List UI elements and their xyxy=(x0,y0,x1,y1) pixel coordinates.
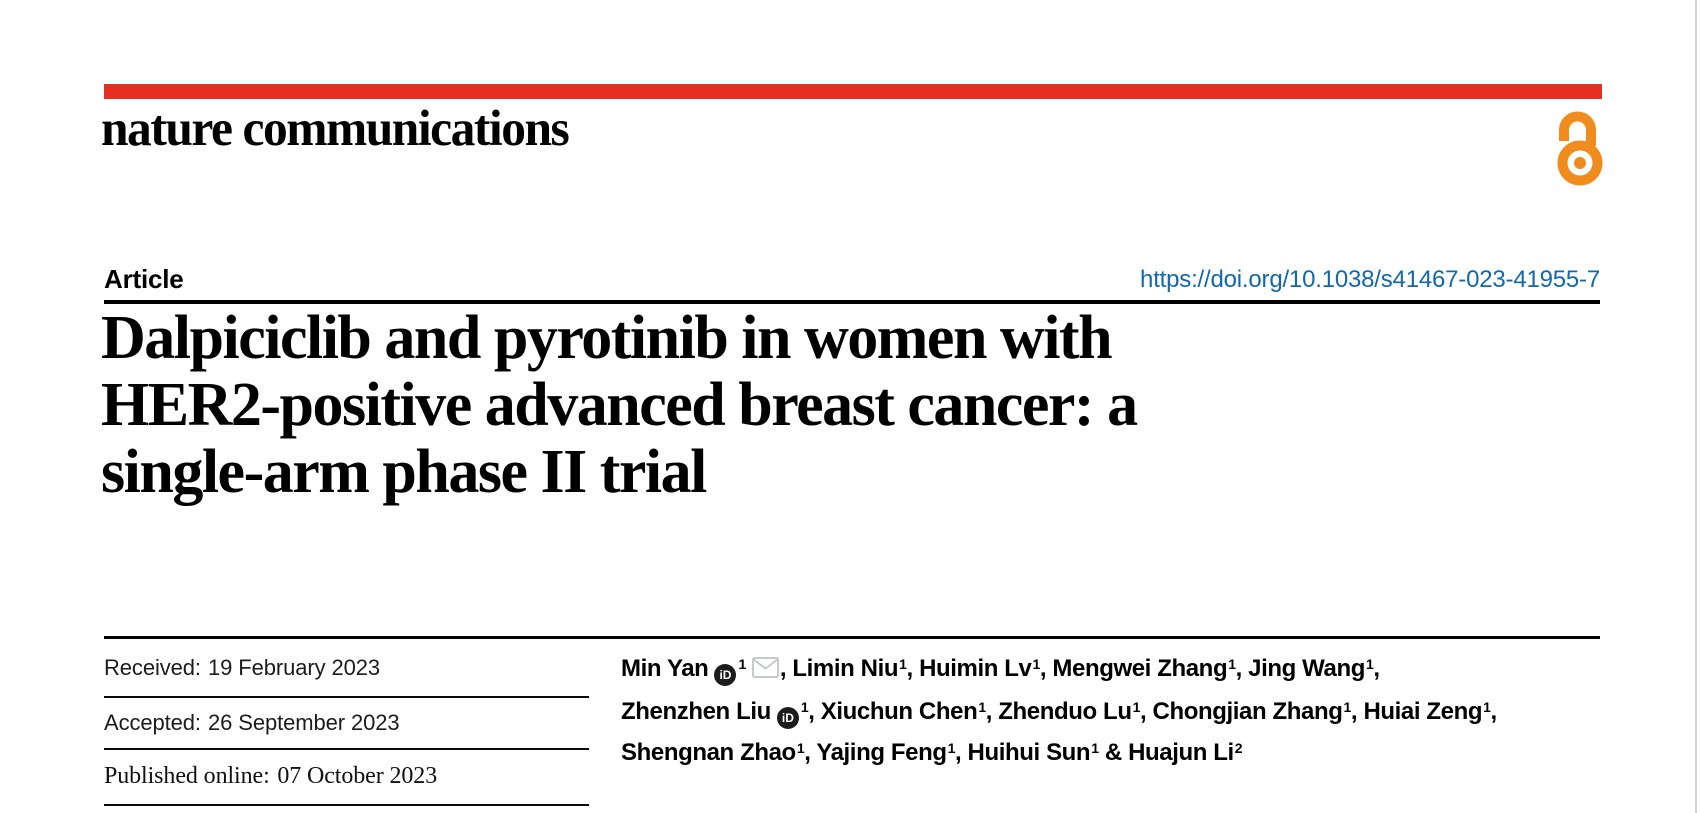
published-date: Published online: 07 October 2023 xyxy=(104,763,437,790)
received-value: 19 February 2023 xyxy=(207,655,381,680)
author-separator: , xyxy=(1235,655,1249,682)
accepted-value: 26 September 2023 xyxy=(207,710,400,735)
author-name: Huiai Zeng xyxy=(1363,698,1483,725)
affiliation-superscript: 2 xyxy=(1234,740,1243,756)
author-separator: , xyxy=(1490,698,1498,725)
brand-color-bar xyxy=(104,84,1602,99)
author-separator: , xyxy=(985,698,999,725)
author-line: Shengnan Zhao1, Yajing Feng1, Huihui Sun… xyxy=(621,730,1497,771)
author-name: Huimin Lv xyxy=(919,655,1032,682)
published-label: Published online: xyxy=(104,763,270,789)
author-separator: , xyxy=(1139,698,1153,725)
received-label: Received: xyxy=(104,655,201,680)
affiliation-superscript: 1 xyxy=(1366,656,1374,672)
author-name: Min Yan xyxy=(621,655,709,682)
open-access-icon xyxy=(1557,110,1603,191)
affiliation-superscript: 1 xyxy=(796,740,805,756)
author-name: Zhenzhen Liu xyxy=(621,698,771,725)
divider xyxy=(104,804,589,806)
author-name: Huajun Li xyxy=(1128,739,1234,766)
published-value: 07 October 2023 xyxy=(277,763,438,789)
received-date: Received: 19 February 2023 xyxy=(104,655,380,681)
accepted-date: Accepted: 26 September 2023 xyxy=(104,710,400,736)
author-list: Min Yan iD1, Limin Niu1, Huimin Lv1, Meng… xyxy=(621,646,1497,771)
divider xyxy=(104,748,589,750)
header-divider xyxy=(104,300,1600,304)
article-type-label: Article xyxy=(104,264,184,294)
author-separator: , xyxy=(779,655,793,682)
orcid-icon[interactable]: iD xyxy=(776,707,799,729)
section-divider xyxy=(104,636,1600,639)
affiliation-superscript: 1 xyxy=(800,699,809,715)
author-name: Chongjian Zhang xyxy=(1152,698,1343,725)
author-separator: & xyxy=(1098,739,1129,766)
author-separator: , xyxy=(906,655,920,682)
journal-logo: nature communications xyxy=(101,101,570,157)
email-icon[interactable] xyxy=(751,653,779,689)
affiliation-superscript: 1 xyxy=(978,699,986,715)
page-title: Dalpiciclib and pyrotinib in women with … xyxy=(101,304,1138,506)
affiliation-superscript: 1 xyxy=(1032,656,1040,672)
author-separator: , xyxy=(1373,655,1380,682)
author-separator: , xyxy=(1039,655,1053,682)
author-separator: , xyxy=(808,698,821,725)
author-name: Jing Wang xyxy=(1248,655,1365,682)
author-separator: , xyxy=(804,739,817,766)
author-name: Xiuchun Chen xyxy=(820,698,978,725)
author-name: Limin Niu xyxy=(792,655,899,682)
author-line: Zhenzhen Liu iD1, Xiuchun Chen1, Zhenduo … xyxy=(621,689,1497,730)
affiliation-superscript: 1 xyxy=(947,740,956,756)
orcid-icon[interactable]: iD xyxy=(714,664,737,686)
affiliation-superscript: 1 xyxy=(1343,699,1352,715)
doi-link[interactable]: https://doi.org/10.1038/s41467-023-41955… xyxy=(1140,266,1600,293)
affiliation-superscript: 1 xyxy=(1091,740,1099,756)
affiliation-superscript: 1 xyxy=(1483,699,1491,715)
author-separator: , xyxy=(955,739,968,766)
title-line: HER2-positive advanced breast cancer: a xyxy=(101,371,1138,439)
divider xyxy=(104,696,589,698)
affiliation-superscript: 1 xyxy=(1228,656,1236,672)
author-name: Yajing Feng xyxy=(816,739,947,766)
author-name: Zhenduo Lu xyxy=(998,698,1132,725)
author-line: Min Yan iD1, Limin Niu1, Huimin Lv1, Meng… xyxy=(621,646,1497,689)
page-edge xyxy=(1695,0,1697,813)
affiliation-superscript: 1 xyxy=(899,656,907,672)
title-line: single-arm phase II trial xyxy=(101,438,707,506)
author-name: Huihui Sun xyxy=(967,739,1091,766)
accepted-label: Accepted: xyxy=(104,710,201,735)
affiliation-superscript: 1 xyxy=(738,656,746,672)
author-name: Mengwei Zhang xyxy=(1052,655,1228,682)
author-name: Shengnan Zhao xyxy=(621,739,796,766)
affiliation-superscript: 1 xyxy=(1132,699,1141,715)
title-line: Dalpiciclib and pyrotinib in women with xyxy=(101,304,1113,372)
author-separator: , xyxy=(1350,698,1364,725)
